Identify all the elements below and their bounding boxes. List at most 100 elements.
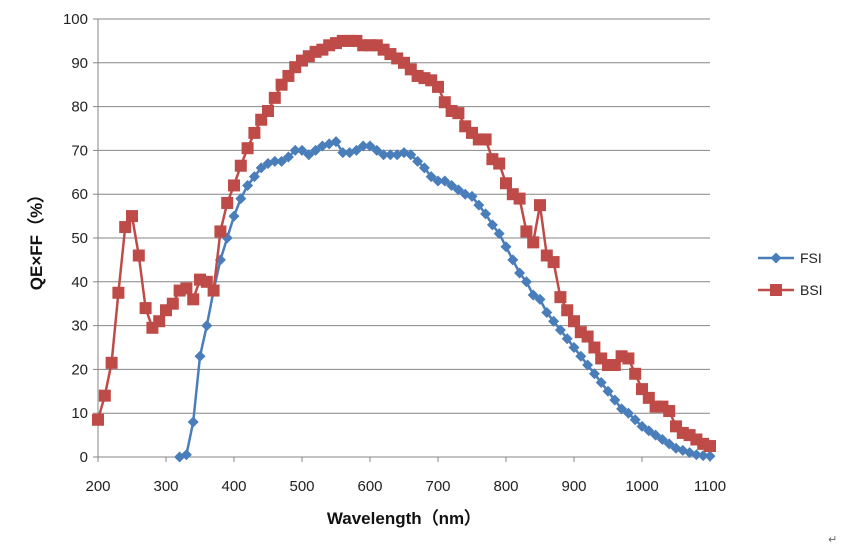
bsi-point [520, 225, 533, 238]
x-tick-label: 900 [561, 478, 586, 495]
fsi-point [609, 394, 621, 406]
bsi-point [207, 284, 220, 297]
bsi-point [513, 192, 526, 205]
bsi-point [241, 142, 254, 155]
y-tick-label: 90 [71, 55, 88, 72]
fsi-point [466, 190, 478, 202]
bsi-point [105, 356, 118, 369]
bsi-point [663, 405, 676, 418]
x-axis-title: Wavelength（nm） [327, 508, 481, 528]
fsi-point [527, 289, 539, 301]
fsi-point [500, 241, 512, 253]
x-tick-label: 400 [221, 478, 246, 495]
fsi-point [446, 179, 458, 191]
fsi-point [650, 429, 662, 441]
fsi-point [636, 420, 648, 432]
bsi-point [568, 315, 580, 328]
y-tick-label: 30 [71, 318, 88, 335]
fsi-point [371, 144, 383, 156]
fsi-point [452, 184, 464, 196]
fsi-point [575, 350, 587, 362]
y-tick-label: 100 [63, 11, 88, 28]
bsi-point [112, 286, 125, 299]
legend: FSI BSI [758, 250, 823, 298]
bsi-point [588, 341, 601, 354]
bsi-point [132, 249, 145, 262]
bsi-point [704, 440, 716, 453]
y-axis-title: QE×FF（%） [26, 186, 46, 290]
legend-label-bsi: BSI [800, 282, 823, 298]
bsi-point [622, 352, 635, 365]
fsi-point [405, 149, 417, 161]
fsi-point [310, 144, 322, 156]
fsi-point [276, 155, 288, 167]
x-tick-label: 500 [289, 478, 314, 495]
bsi-point [581, 330, 594, 343]
bsi-point [139, 302, 152, 315]
fsi-point [289, 144, 301, 156]
fsi-point [595, 377, 607, 389]
fsi-point [588, 368, 600, 380]
fsi-point [554, 324, 566, 336]
fsi-point [425, 171, 437, 183]
bsi-point [268, 91, 281, 104]
fsi-point [384, 149, 396, 161]
fsi-point [561, 333, 573, 345]
fsi-point [473, 199, 485, 211]
fsi-point [350, 144, 362, 156]
fsi-point [493, 228, 505, 240]
fsi-point [194, 350, 206, 362]
bsi-point [534, 199, 546, 212]
fsi-point [690, 449, 702, 461]
fsi-point [282, 151, 294, 163]
fsi-point [480, 208, 492, 220]
fsi-point [248, 171, 260, 183]
bsi-point [214, 225, 227, 238]
fsi-point [255, 162, 267, 174]
fsi-point [337, 147, 349, 159]
series-layer [92, 34, 716, 463]
x-tick-label: 1000 [625, 478, 658, 495]
fsi-point [622, 407, 634, 419]
fsi-point [378, 149, 390, 161]
y-tick-label: 70 [71, 142, 88, 159]
fsi-point [534, 293, 546, 305]
bsi-point [404, 63, 417, 76]
bsi-point [92, 413, 104, 426]
fsi-point [235, 193, 247, 205]
fsi-point [656, 433, 668, 445]
bsi-point [166, 297, 179, 310]
legend-marker-bsi [770, 284, 782, 296]
x-tick-label: 1100 [694, 478, 726, 495]
y-tick-label: 80 [71, 99, 88, 116]
fsi-point [643, 425, 655, 437]
legend-item-bsi: BSI [758, 282, 823, 298]
fsi-point [568, 342, 580, 353]
series-bsi [92, 34, 716, 453]
bsi-point [221, 196, 234, 209]
paragraph-return-mark: ↵ [828, 534, 838, 546]
x-tick-label: 600 [357, 478, 382, 495]
y-tick-labels: 0 10 20 30 40 50 60 70 80 90 100 [63, 11, 98, 466]
bsi-point [180, 282, 193, 295]
bsi-point [561, 304, 574, 317]
fsi-point [418, 162, 430, 174]
fsi-point [541, 306, 553, 318]
fsi-point [412, 155, 424, 167]
bsi-point [98, 389, 111, 402]
fsi-point [602, 385, 614, 397]
bsi-point [126, 210, 138, 223]
fsi-point [432, 175, 444, 187]
bsi-point [629, 367, 642, 380]
legend-marker-fsi [770, 252, 782, 264]
fsi-point [520, 276, 532, 288]
fsi-point [514, 267, 526, 279]
bsi-point [119, 221, 132, 234]
x-tick-label: 200 [85, 478, 110, 495]
bsi-point [234, 159, 247, 172]
y-tick-label: 40 [71, 274, 88, 291]
x-tick-label: 300 [153, 478, 178, 495]
bsi-point [452, 107, 465, 120]
fsi-point [439, 175, 451, 187]
